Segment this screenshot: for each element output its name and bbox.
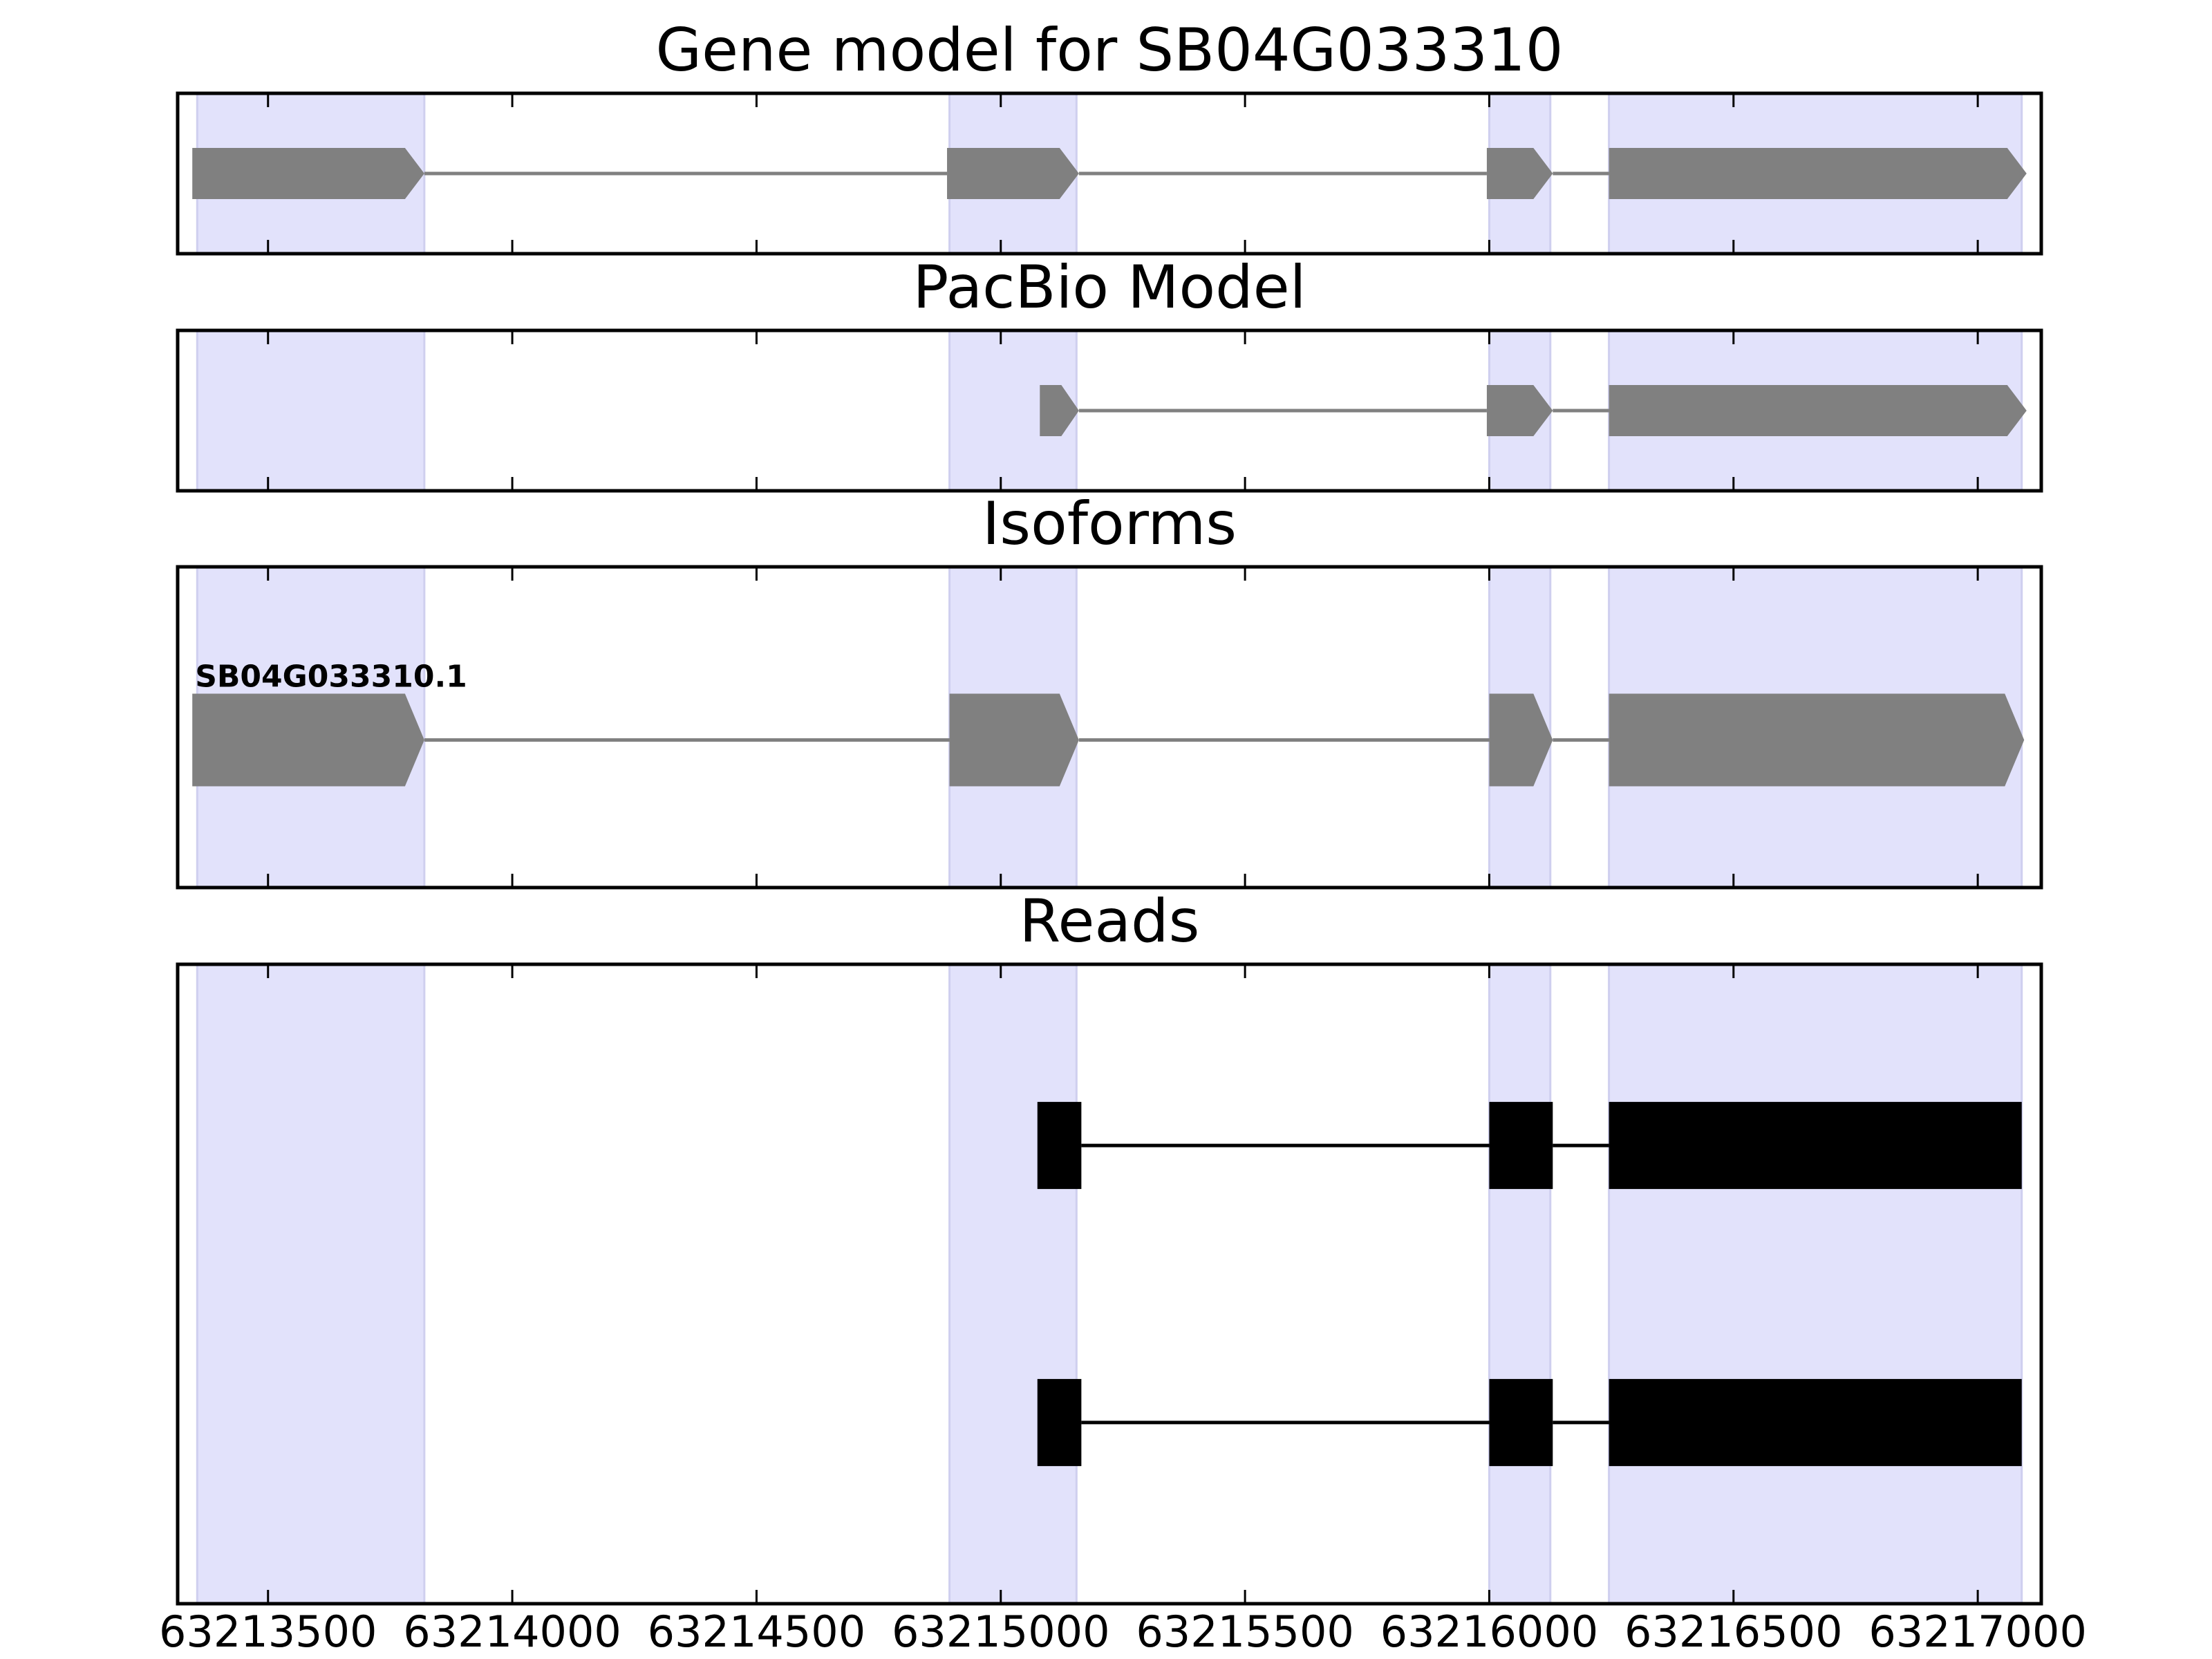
panel-title: PacBio Model	[912, 253, 1306, 322]
exon-arrow	[192, 148, 424, 199]
panel-frame	[176, 328, 2043, 493]
read-exon	[1609, 1378, 2022, 1466]
exon-arrow	[1609, 148, 2027, 199]
x-tick-label: 63216500	[1624, 1606, 1843, 1657]
panel-title: Reads	[1020, 887, 1200, 956]
read-exon	[1489, 1102, 1553, 1190]
exon-arrow	[1489, 693, 1553, 787]
panel-frame	[176, 91, 2043, 256]
highlight-region	[948, 963, 1078, 1605]
isoform-label: SB04G033310.1	[195, 659, 467, 695]
read-exon	[1489, 1378, 1553, 1466]
panel-frame	[176, 565, 2043, 890]
highlight-region	[196, 963, 426, 1605]
read-exon	[1609, 1102, 2022, 1190]
read-exon	[1037, 1378, 1082, 1466]
x-tick-label: 63213500	[159, 1606, 377, 1657]
highlight-region	[196, 329, 426, 492]
panel-title: Isoforms	[982, 489, 1237, 559]
read-exon	[1037, 1102, 1082, 1190]
exon-arrow	[192, 693, 424, 787]
exon-arrow	[1609, 693, 2025, 787]
x-tick-label: 63216000	[1380, 1606, 1599, 1657]
exon-arrow	[947, 148, 1079, 199]
exon-arrow	[1040, 385, 1079, 436]
panel-frame	[176, 962, 2043, 1606]
exon-arrow	[1609, 385, 2027, 436]
x-tick-label: 63214000	[403, 1606, 621, 1657]
exon-arrow	[949, 693, 1079, 787]
panel-title: Gene model for SB04G033310	[656, 16, 1564, 85]
x-tick-label: 63215500	[1136, 1606, 1354, 1657]
highlight-region	[1488, 963, 1552, 1605]
exon-arrow	[1486, 385, 1553, 436]
x-tick-label: 63215000	[892, 1606, 1110, 1657]
x-tick-label: 63214500	[648, 1606, 866, 1657]
exon-arrow	[1486, 148, 1553, 199]
highlight-region	[1608, 963, 2023, 1605]
x-tick-label: 63217000	[1868, 1606, 2087, 1657]
